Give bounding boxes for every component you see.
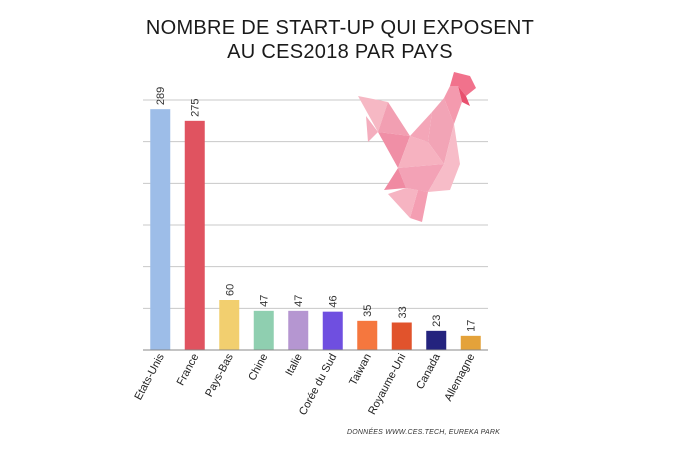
category-label: Etats-Unis bbox=[132, 351, 167, 402]
category-label: Taiwan bbox=[347, 352, 374, 388]
chart-title: NOMBRE DE START-UP QUI EXPOSENT AU CES20… bbox=[110, 16, 570, 64]
bars bbox=[150, 109, 481, 351]
bar-royaume-uni bbox=[391, 322, 412, 350]
category-label: Corée du Sud bbox=[297, 352, 339, 418]
bar-chine bbox=[253, 310, 274, 350]
category-labels: Etats-Unis France Pays-Bas Chine ItalieCorée… bbox=[132, 351, 477, 417]
value-label: 33 bbox=[397, 306, 409, 318]
chart-title-line-1: NOMBRE DE START-UP QUI EXPOSENT bbox=[145, 17, 535, 39]
value-label: 275 bbox=[190, 98, 202, 116]
value-label: 289 bbox=[155, 87, 167, 105]
category-label: Italie bbox=[283, 352, 305, 378]
category-label: Canada bbox=[414, 351, 443, 391]
value-label: 47 bbox=[293, 295, 305, 307]
value-label: 47 bbox=[259, 295, 271, 307]
bar-pays-bas bbox=[219, 300, 240, 350]
bar-allemagne bbox=[460, 335, 481, 350]
chart-title-line-2: AU CES2018 PAR PAYS bbox=[227, 41, 453, 63]
bar-canada bbox=[426, 330, 447, 350]
value-label: 60 bbox=[224, 284, 236, 296]
category-label: Royaume-Uni bbox=[366, 352, 408, 417]
bar-taiwan bbox=[357, 320, 378, 350]
category-label: Pays-Bas bbox=[203, 351, 236, 399]
bar-etats-unis bbox=[150, 109, 171, 351]
origami-rooster-icon bbox=[358, 72, 476, 222]
category-label: France bbox=[175, 352, 202, 388]
bar-france bbox=[184, 120, 205, 350]
value-labels: 289 275 60 47 47 46 35 33 23 17 bbox=[155, 87, 478, 332]
bar-italie bbox=[288, 310, 309, 350]
category-label: Allemagne bbox=[442, 352, 477, 404]
value-label: 46 bbox=[328, 295, 340, 307]
source-note: DONNÉES WWW.CES.TECH, EUREKA PARK bbox=[347, 429, 500, 436]
value-label: 17 bbox=[466, 320, 478, 332]
value-label: 23 bbox=[431, 315, 443, 327]
value-label: 35 bbox=[362, 305, 374, 317]
category-label: Chine bbox=[246, 352, 270, 383]
bar-cor-e-du-sud bbox=[322, 311, 343, 350]
